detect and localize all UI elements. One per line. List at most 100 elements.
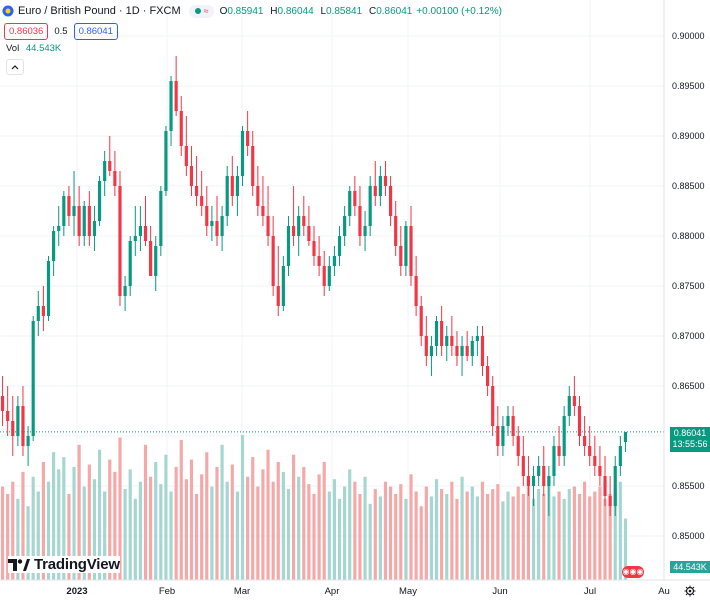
candle-body	[36, 306, 40, 321]
volume-bar	[302, 466, 306, 580]
last-price-label: 0.86041 13:55:56	[670, 427, 710, 452]
candle-body	[480, 336, 485, 366]
candle-body	[26, 436, 30, 446]
candle-body	[552, 446, 556, 476]
candle-body	[87, 206, 91, 236]
volume-bar	[409, 474, 413, 580]
volume-value: 44.543K	[25, 43, 62, 54]
candle-body	[363, 226, 367, 236]
candle-body	[291, 226, 296, 236]
volume-bar	[429, 496, 434, 580]
sell-button[interactable]: 0.86036	[4, 23, 49, 40]
candle-body	[327, 266, 331, 286]
candle-body	[353, 191, 357, 206]
volume-bar	[623, 518, 628, 580]
volume-bar	[470, 486, 474, 580]
price-tick-label: 0.87000	[672, 331, 705, 341]
volume-bar	[46, 481, 51, 580]
candle-body	[210, 221, 214, 226]
volume-bar	[368, 503, 372, 580]
currency-flag-icon	[2, 5, 14, 17]
volume-bar	[143, 444, 148, 580]
volume-bar	[358, 493, 362, 580]
candle-body	[143, 226, 148, 241]
volume-bar	[240, 435, 245, 580]
candle-body	[348, 191, 352, 216]
volume-bar	[220, 444, 224, 580]
candle-body	[475, 336, 479, 341]
volume-bar	[414, 491, 418, 580]
volume-bar	[123, 489, 127, 580]
volume-bar	[57, 469, 61, 580]
candle-body	[240, 131, 245, 176]
candle-body	[97, 181, 102, 221]
volume-bar	[21, 471, 25, 580]
volume-bar	[261, 469, 265, 580]
volume-bar	[404, 498, 408, 580]
candle-body	[297, 216, 301, 236]
candle-body	[281, 266, 285, 306]
tradingview-logo[interactable]: TradingView	[8, 556, 120, 573]
symbol-title[interactable]: Euro / British Pound · 1D · FXCM	[18, 5, 181, 17]
candle-body	[92, 221, 97, 236]
volume-bar	[542, 493, 546, 580]
candle-body	[113, 171, 117, 186]
candle-body	[251, 146, 255, 186]
candle-body	[46, 261, 51, 316]
candle-body	[179, 111, 183, 146]
candle-body	[542, 466, 546, 486]
volume-bar	[521, 493, 525, 580]
candle-body	[506, 416, 510, 426]
volume-bar	[373, 489, 377, 580]
events-marker-icon[interactable]: ◉◉◉	[622, 566, 644, 578]
spread-value: 0.5	[54, 26, 68, 37]
volume-bar	[460, 476, 464, 580]
volume-bar	[87, 464, 91, 580]
volume-bar	[511, 496, 515, 580]
buy-button[interactable]: 0.86041	[73, 23, 118, 40]
volume-bar	[343, 486, 347, 580]
volume-bar	[491, 489, 495, 580]
volume-bar	[179, 439, 183, 580]
volume-bar	[113, 471, 117, 580]
gear-icon[interactable]	[684, 585, 696, 597]
candle-body	[618, 446, 622, 466]
price-tick-label: 0.89000	[672, 131, 705, 141]
price-tick-label: 0.87500	[672, 281, 705, 291]
volume-bar	[593, 491, 597, 580]
time-tick-label: Mar	[234, 586, 250, 597]
candle-body	[41, 306, 45, 316]
volume-bar	[307, 484, 311, 580]
logo-text: TradingView	[34, 556, 120, 573]
volume-bar	[424, 486, 428, 580]
volume-bar	[67, 493, 71, 580]
volume-bar	[583, 481, 587, 580]
volume-bar	[271, 481, 275, 580]
collapse-legend-button[interactable]	[6, 59, 24, 75]
volume-bar	[516, 486, 520, 580]
candle-body	[77, 206, 81, 236]
volume-bar	[189, 459, 194, 580]
volume-bar	[608, 493, 612, 580]
candle-body	[302, 216, 306, 226]
candle-body	[588, 446, 592, 456]
market-status-icon[interactable]: ≈	[188, 4, 214, 18]
candle-body	[246, 131, 250, 146]
volume-bar	[363, 476, 367, 580]
volume-legend[interactable]: Vol 44.543K	[6, 43, 61, 54]
candle-body	[547, 476, 551, 486]
candle-body	[343, 216, 347, 236]
volume-bar	[133, 498, 137, 580]
volume-bar	[526, 479, 531, 580]
volume-bar	[588, 496, 592, 580]
candle-body	[256, 186, 260, 206]
candle-body	[486, 366, 490, 386]
candle-body	[557, 446, 561, 456]
price-tick-label: 0.89500	[672, 81, 705, 91]
candle-body	[516, 436, 520, 456]
candle-body	[123, 286, 127, 296]
volume-bar	[235, 491, 239, 580]
volume-bar	[52, 452, 56, 580]
candle-body	[52, 231, 56, 261]
